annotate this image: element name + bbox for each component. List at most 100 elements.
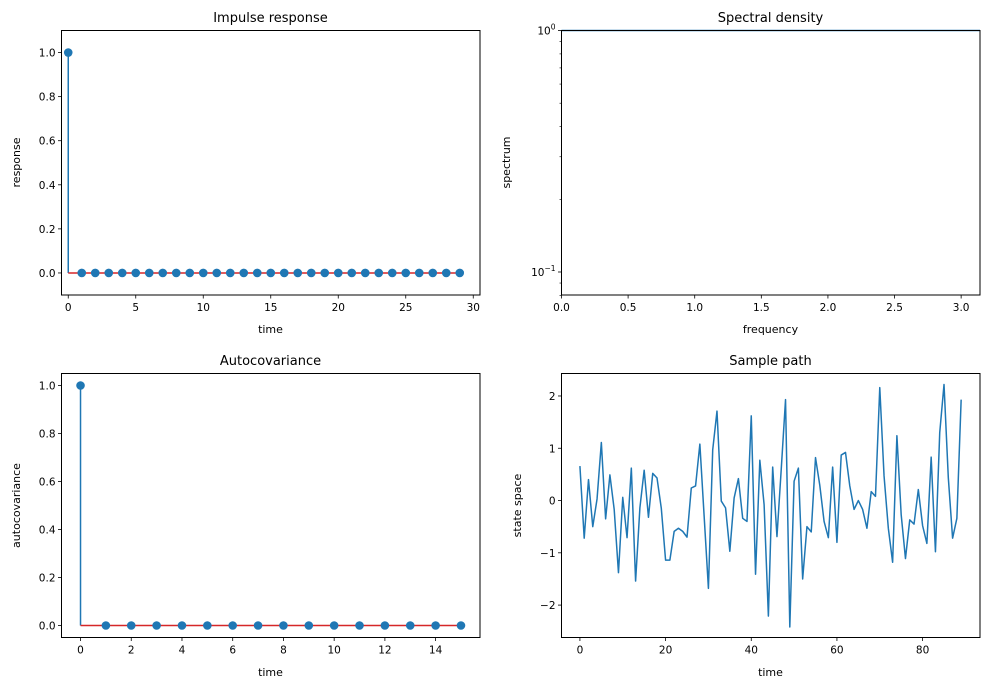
impulse-marker <box>428 268 438 278</box>
autocov-xtick-label: 2 <box>128 645 135 657</box>
autocov-marker <box>126 621 136 630</box>
autocov-marker <box>329 621 339 630</box>
impulse-marker <box>104 268 114 278</box>
autocov-marker <box>228 621 238 630</box>
impulse-plot-area <box>63 48 465 278</box>
spectral-axes-frame <box>561 30 981 296</box>
autocov-marker <box>253 621 263 630</box>
impulse-marker <box>225 268 235 278</box>
impulse-marker <box>320 268 330 278</box>
autocov-marker <box>456 621 466 630</box>
sample-ylabel: state space <box>511 473 524 537</box>
autocov-xtick-label: 14 <box>429 645 443 657</box>
impulse-response-panel: Impulse response time response 0 5 10 15 20 2… <box>10 11 481 336</box>
autocov-ylabel: autocovariance <box>10 463 23 548</box>
impulse-marker <box>306 268 316 278</box>
spectral-xlabel: frequency <box>743 323 799 336</box>
spectral-ytick-label: 100 <box>537 23 555 38</box>
impulse-marker <box>387 268 397 278</box>
sample-xlabel: time <box>758 666 783 679</box>
spectral-density-panel: Spectral density frequency spectrum 0.0 0… <box>500 11 981 336</box>
impulse-marker <box>63 48 73 57</box>
sample-title: Sample path <box>729 354 811 369</box>
autocov-xtick-label: 6 <box>229 645 236 657</box>
impulse-marker <box>441 268 451 278</box>
spectral-xtick-label: 2.5 <box>886 302 903 314</box>
autocov-ytick-label: 0.4 <box>39 525 56 537</box>
impulse-xtick-label: 15 <box>264 302 277 314</box>
autocov-ytick-label: 0.8 <box>39 429 56 441</box>
autocov-ytick-label: 0.2 <box>39 573 56 585</box>
autocov-marker <box>405 621 415 630</box>
autocov-marker <box>279 621 288 630</box>
sample-path-panel: Sample path time state space 0 20 40 60 80−2… <box>511 354 981 679</box>
sample-ytick-label: −2 <box>540 600 555 612</box>
impulse-marker <box>158 268 168 278</box>
spectral-xtick-label: 0.5 <box>620 302 637 314</box>
impulse-ytick-label: 0.6 <box>39 136 56 148</box>
impulse-marker <box>171 268 181 278</box>
sample-ytick-label: 1 <box>549 443 556 455</box>
spectral-xtick-label: 1.5 <box>753 302 770 314</box>
autocovariance-panel: Autocovariance time autocovariance 0 2 4 6 8… <box>10 354 481 679</box>
impulse-marker <box>144 268 154 278</box>
impulse-marker <box>401 268 411 278</box>
impulse-marker <box>374 268 384 278</box>
spectral-title: Spectral density <box>718 11 824 26</box>
autocov-xtick-label: 12 <box>378 645 391 657</box>
impulse-marker <box>333 268 343 278</box>
impulse-marker <box>131 268 141 278</box>
autocov-marker <box>76 381 85 390</box>
impulse-marker <box>414 268 424 278</box>
sample-ytick-label: 0 <box>549 496 556 508</box>
autocov-ytick-label: 1.0 <box>39 381 56 393</box>
impulse-marker <box>212 268 222 278</box>
autocov-xtick-label: 4 <box>179 645 186 657</box>
impulse-xlabel: time <box>258 323 283 336</box>
impulse-marker <box>279 268 289 278</box>
sample-axes-frame <box>561 373 981 638</box>
autocov-marker <box>380 621 390 630</box>
impulse-xtick-label: 0 <box>65 302 72 314</box>
autocov-marker <box>203 621 212 630</box>
impulse-ytick-label: 0.8 <box>39 92 56 104</box>
autocov-xtick-label: 10 <box>327 645 340 657</box>
impulse-xtick-label: 5 <box>132 302 139 314</box>
impulse-marker <box>90 268 100 278</box>
spectral-xtick-label: 0.0 <box>553 302 570 314</box>
autocov-xlabel: time <box>258 666 283 679</box>
spectral-xtick-label: 1.0 <box>686 302 703 314</box>
impulse-marker <box>117 268 127 278</box>
autocov-xtick-label: 8 <box>280 645 287 657</box>
sample-xtick-label: 80 <box>916 645 929 657</box>
autocov-marker <box>152 621 161 630</box>
autocov-title: Autocovariance <box>220 354 321 369</box>
sample-line <box>579 383 962 628</box>
impulse-marker <box>293 268 303 278</box>
impulse-ytick-label: 0.2 <box>39 224 56 236</box>
impulse-ytick-label: 0.4 <box>39 180 56 192</box>
impulse-marker <box>360 268 370 278</box>
impulse-ylabel: response <box>10 137 23 187</box>
impulse-xtick-label: 30 <box>467 302 480 314</box>
sample-xtick-label: 60 <box>830 645 843 657</box>
autocov-marker <box>304 621 314 630</box>
sample-ytick-label: 2 <box>549 391 556 403</box>
sample-xtick-label: 20 <box>659 645 672 657</box>
spectral-xtick-label: 2.0 <box>820 302 837 314</box>
impulse-xtick-label: 20 <box>332 302 345 314</box>
impulse-marker <box>266 268 276 278</box>
impulse-marker <box>185 268 195 278</box>
impulse-axes-frame <box>61 30 481 296</box>
impulse-marker <box>347 268 357 278</box>
autocov-ytick-label: 0.0 <box>39 621 56 633</box>
impulse-marker <box>198 268 208 278</box>
autocov-axes-frame <box>61 373 481 638</box>
sample-ytick-label: −1 <box>540 548 555 560</box>
sample-plot-area <box>579 383 962 628</box>
autocov-marker <box>101 621 111 630</box>
autocov-marker <box>177 621 187 630</box>
impulse-marker <box>239 268 249 278</box>
impulse-ytick-label: 0.0 <box>39 268 56 280</box>
